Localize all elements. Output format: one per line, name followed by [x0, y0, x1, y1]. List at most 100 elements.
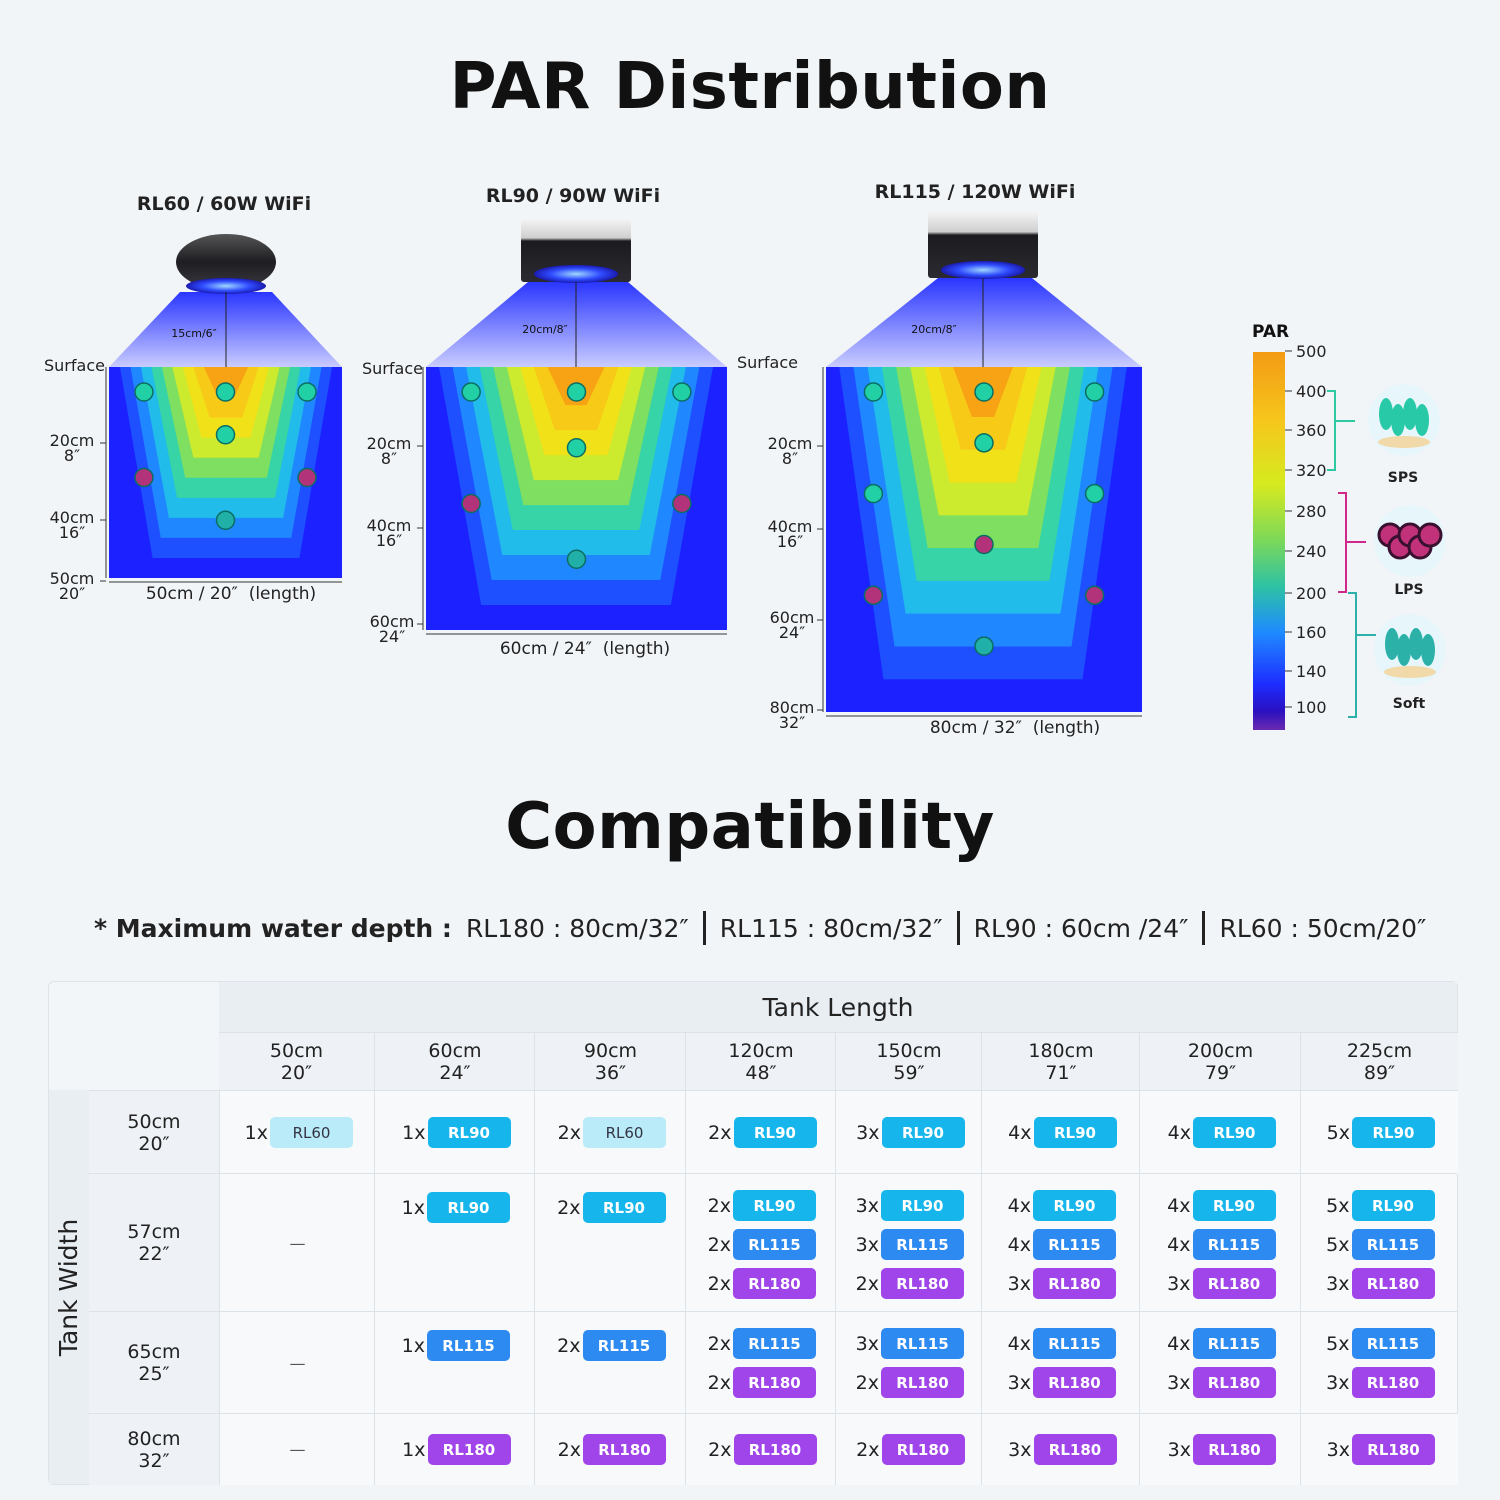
count-label: 4x — [1167, 1332, 1191, 1355]
depth-in: 8″ — [380, 449, 398, 468]
table-cell: 2x RL180 — [685, 1413, 836, 1485]
count-label: 5x — [1326, 1121, 1350, 1144]
depth-label: 40cm 16″ — [367, 518, 412, 550]
table-cell: 3x RL180 — [1139, 1413, 1301, 1485]
table-cell: 5x RL90 — [1300, 1090, 1458, 1174]
model-badge: RL90 — [1351, 1190, 1435, 1221]
table-cell: 4x RL115 3x RL180 — [1139, 1311, 1300, 1413]
max-depth-line: * Maximum water depth : RL180 : 80cm/32″… — [94, 911, 1426, 945]
par-tick-label: 140 — [1296, 662, 1327, 681]
table-cell: 3x RL180 — [1300, 1413, 1458, 1485]
column-in: 89″ — [1363, 1062, 1396, 1084]
table-cell: 2x RL115 — [534, 1311, 685, 1413]
fixture-count: 3x RL115 — [853, 1229, 964, 1260]
sps-coral-icon — [1415, 404, 1429, 436]
table-cell: — — [219, 1173, 375, 1312]
fixture-count: 2x RL180 — [555, 1434, 666, 1465]
count-label: 3x — [1007, 1272, 1031, 1295]
count-label: 2x — [708, 1121, 732, 1144]
depth-in: 32″ — [778, 713, 806, 732]
column-cm: 90cm — [583, 1040, 638, 1062]
fixture-count: 5x RL90 — [1324, 1190, 1435, 1221]
count-label: 1x — [402, 1121, 426, 1144]
model-badge: RL115 — [1033, 1229, 1116, 1260]
lps-coral-icon — [134, 467, 154, 488]
fixture-count: 3x RL180 — [1005, 1268, 1116, 1299]
count-label: 2x — [557, 1334, 581, 1357]
count-label: 2x — [856, 1438, 880, 1461]
depth-label: 60cm 24″ — [770, 610, 815, 641]
soft-coral-icon — [1397, 634, 1411, 666]
fixture-name: RL90 / 90W WiFi — [485, 185, 661, 207]
surface-label: Surface — [44, 356, 105, 375]
column-header: 225cm 89″ — [1300, 1032, 1458, 1091]
par-tick-label: 100 — [1296, 698, 1327, 717]
model-badge: RL90 — [881, 1117, 965, 1148]
count-label: 3x — [1326, 1371, 1350, 1394]
fixture-count: 1x RL115 — [399, 1330, 510, 1361]
sps-coral-icon — [974, 433, 994, 453]
fixture-count: 2x RL90 — [555, 1192, 666, 1223]
model-badge: RL90 — [733, 1117, 817, 1148]
depth-in: 16″ — [375, 531, 403, 550]
soft-coral-icon — [1421, 634, 1435, 666]
fixture-count: 3x RL180 — [1165, 1268, 1276, 1299]
lamp-rl60-body — [176, 234, 276, 290]
table-cell: 2x RL90 — [534, 1173, 685, 1311]
count-label: 5x — [1326, 1194, 1350, 1217]
table-cell: 2x RL180 — [835, 1413, 982, 1485]
depth-label: 50cm 20″ — [50, 571, 95, 602]
par-title: PAR Distribution — [449, 50, 1051, 124]
fixture-count: 4x RL90 — [1006, 1117, 1117, 1148]
lps-coral-icon — [1084, 585, 1105, 606]
column-in: 36″ — [594, 1062, 627, 1084]
column-cm: 225cm — [1346, 1040, 1413, 1062]
table-cell: 4x RL90 4x RL115 3x RL180 — [1139, 1173, 1300, 1311]
table-cell: 2x RL115 2x RL180 — [685, 1311, 835, 1413]
count-label: 3x — [855, 1194, 879, 1217]
count-label: 2x — [708, 1438, 732, 1461]
fixture-count: 3x RL180 — [1165, 1434, 1276, 1465]
max-depth-label: * Maximum water depth : — [94, 913, 452, 943]
max-depth-rl90: RL90 : 60cm /24″ — [973, 913, 1189, 943]
model-badge: RL115 — [733, 1229, 816, 1260]
fixture-count: 2x RL60 — [555, 1117, 666, 1148]
model-badge: RL180 — [733, 1434, 817, 1465]
empty-mark: — — [289, 1440, 306, 1459]
length-label: 50cm / 20″ (length) — [145, 584, 317, 604]
model-badge: RL60 — [270, 1117, 353, 1148]
depth-label: 40cm 16″ — [768, 519, 813, 550]
count-label: 5x — [1326, 1233, 1350, 1256]
length-label: 80cm / 32″ (length) — [929, 718, 1101, 738]
count-label: 1x — [244, 1121, 268, 1144]
count-label: 4x — [1007, 1233, 1031, 1256]
model-badge: RL115 — [881, 1229, 964, 1260]
depth-label: 20cm 8″ — [50, 433, 95, 464]
table-cell: 1x RL90 — [374, 1173, 534, 1311]
surface-label: Surface — [362, 359, 423, 378]
count-label: 3x — [1326, 1272, 1350, 1295]
lps-coral-icon — [672, 493, 692, 514]
fixture-count: 5x RL115 — [1324, 1229, 1435, 1260]
column-in: 59″ — [893, 1062, 925, 1084]
fixture-count: 2x RL115 — [705, 1229, 816, 1260]
empty-mark: — — [289, 1353, 306, 1373]
max-depth-rl115: RL115 : 80cm/32″ — [719, 913, 943, 943]
width-header: Tank Width — [49, 1090, 89, 1484]
table-cell: 2x RL180 — [534, 1413, 686, 1485]
sps-coral-icon — [134, 382, 154, 402]
fixture-count: 4x RL115 — [1165, 1328, 1276, 1359]
model-badge: RL180 — [733, 1367, 816, 1398]
lamp-body — [521, 219, 631, 282]
model-badge: RL115 — [582, 1330, 666, 1361]
table-cell: — — [219, 1413, 375, 1485]
count-label: 3x — [1007, 1371, 1031, 1394]
column-header: 150cm 59″ — [835, 1032, 982, 1091]
fixture-count: 3x RL180 — [1165, 1367, 1276, 1398]
depth-label: 40cm 16″ — [50, 510, 95, 541]
fixture-count: 1x RL180 — [400, 1434, 511, 1465]
count-label: 2x — [707, 1233, 731, 1256]
fixture-count: 4x RL115 — [1005, 1229, 1116, 1260]
count-label: 3x — [855, 1233, 879, 1256]
count-label: 5x — [1326, 1332, 1350, 1355]
